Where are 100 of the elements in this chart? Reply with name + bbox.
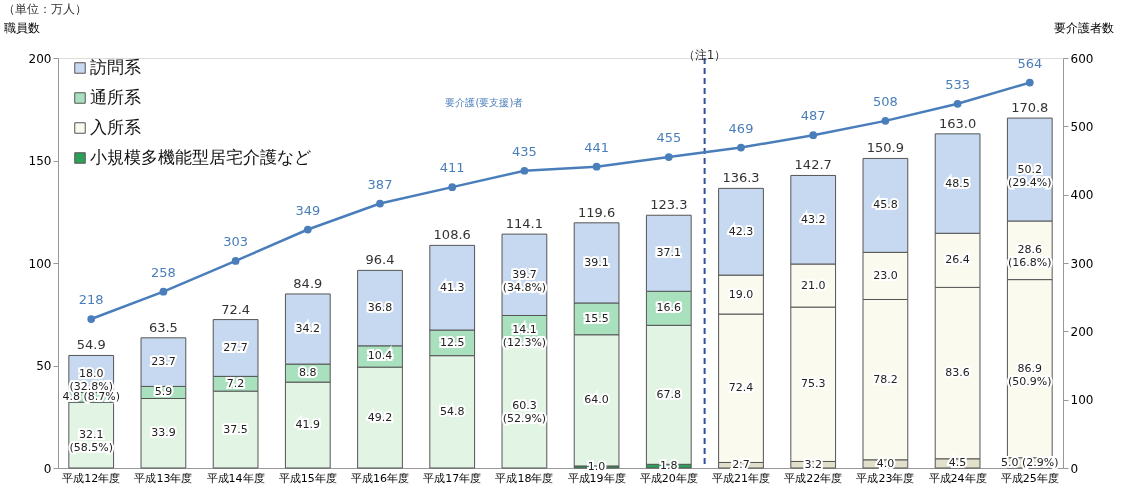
data-label: 387 <box>367 176 393 192</box>
data-label: 303 <box>223 233 249 249</box>
legend-label: 小規模多機能型居宅介護など <box>90 147 311 167</box>
total-label: 54.9 <box>76 337 106 353</box>
point <box>231 257 240 265</box>
data-label: 60.3 (52.9%) <box>502 399 547 426</box>
point <box>664 153 673 161</box>
data-label: 67.8 <box>656 387 682 401</box>
data-label: 435 <box>511 143 537 159</box>
data-label: 32.1 (58.5%) <box>69 428 113 455</box>
point <box>737 143 745 152</box>
x-tick-label: 平成12年度 <box>62 471 121 485</box>
data-label: 33.9 <box>151 426 176 440</box>
x-tick-label: 平成20年度 <box>639 471 698 485</box>
data-label: 48.5 <box>945 176 970 190</box>
y-tick-label: 150 <box>28 154 52 168</box>
x-tick-label: 平成25年度 <box>1000 471 1059 485</box>
y-tick-label: 100 <box>28 256 52 271</box>
x-tick-label: 平成23年度 <box>856 471 915 485</box>
y2-tick-label: 300 <box>1070 256 1094 271</box>
point <box>87 315 96 323</box>
data-label: 72.4 <box>728 381 754 395</box>
x-tick-label: 平成19年度 <box>567 471 626 485</box>
data-label: 39.7 (34.8%) <box>502 267 547 294</box>
data-label: 16.6 <box>656 301 682 315</box>
data-label: 83.6 <box>945 366 970 380</box>
data-label: 469 <box>728 120 754 136</box>
point <box>376 199 384 208</box>
total-label: 114.1 <box>505 216 544 232</box>
total-label: 163.0 <box>938 115 977 131</box>
data-label: 23.0 <box>873 268 898 282</box>
data-label: 411 <box>439 160 465 176</box>
total-label: 142.7 <box>794 157 832 173</box>
point <box>953 99 962 108</box>
data-label: 10.4 <box>367 349 393 363</box>
text: （単位：万人） <box>3 2 87 16</box>
total-label: 136.3 <box>722 170 760 186</box>
data-label: 564 <box>1017 55 1043 71</box>
x-tick-label: 平成16年度 <box>351 471 409 485</box>
data-label: 28.6 (16.8%) <box>1008 243 1052 270</box>
total-label: 108.6 <box>433 227 471 243</box>
legend-label: 通所系 <box>90 87 141 107</box>
total-label: 123.3 <box>650 197 688 213</box>
data-label: 64.0 <box>584 393 609 407</box>
data-label: 23.7 <box>151 355 176 369</box>
y-tick-label: 0 <box>43 461 52 476</box>
data-label: 36.8 <box>367 301 393 315</box>
data-label: 75.3 <box>800 377 826 391</box>
data-label: 218 <box>78 292 104 308</box>
y-axis-title: 職員数 <box>3 20 40 35</box>
data-label: 455 <box>656 130 682 146</box>
data-label: 508 <box>872 93 898 109</box>
point <box>809 131 818 140</box>
y2-tick-label: 500 <box>1070 119 1094 134</box>
ref-line-label: （注1） <box>682 48 727 62</box>
data-label: 41.9 <box>295 418 321 432</box>
total-label: 63.5 <box>148 319 178 335</box>
point <box>592 162 601 171</box>
x-tick-label: 平成15年度 <box>278 471 337 485</box>
x-tick-label: 平成17年度 <box>423 471 482 485</box>
data-label: 258 <box>151 264 176 280</box>
point <box>303 225 312 234</box>
x-tick-label: 平成13年度 <box>134 471 193 485</box>
data-label: 26.4 <box>945 253 970 267</box>
y-tick-label: 50 <box>36 359 52 373</box>
data-label: 7.2 <box>226 376 245 390</box>
y2-tick-label: 0 <box>1070 461 1079 476</box>
data-label: 1.0 <box>587 459 606 473</box>
data-label: 37.5 <box>223 422 248 436</box>
data-label: 34.2 <box>295 322 321 336</box>
point <box>448 183 457 192</box>
data-label: 533 <box>945 76 970 92</box>
y2-tick-label: 200 <box>1070 324 1094 339</box>
y-tick-label: 200 <box>28 51 52 66</box>
total-label: 119.6 <box>577 204 616 220</box>
x-tick-label: 平成24年度 <box>928 471 987 485</box>
data-label: 4.0 <box>876 456 895 470</box>
data-label: 441 <box>584 139 610 155</box>
data-label: 54.8 <box>439 404 465 418</box>
data-label: 42.3 <box>728 224 754 238</box>
data-label: 37.1 <box>656 246 682 260</box>
y2-tick-label: 600 <box>1070 51 1094 66</box>
data-label: 5.9 <box>154 385 173 399</box>
point <box>520 166 529 175</box>
data-label: 45.8 <box>873 198 898 212</box>
point <box>159 287 168 296</box>
data-label: 21.0 <box>800 278 826 292</box>
x-tick-label: 平成21年度 <box>712 471 770 485</box>
data-label: 78.2 <box>873 372 898 386</box>
data-label: 4.5 <box>948 456 967 470</box>
data-label: 50.2 (29.4%) <box>1008 162 1052 189</box>
data-label: 3.2 <box>804 457 822 471</box>
data-label: 41.3 <box>439 280 465 294</box>
point <box>1025 78 1034 87</box>
y2-tick-label: 400 <box>1070 188 1094 203</box>
data-label: 43.2 <box>800 212 826 226</box>
total-label: 96.4 <box>365 252 395 268</box>
x-tick-label: 平成14年度 <box>206 471 265 485</box>
x-tick-label: 平成22年度 <box>784 471 843 485</box>
data-label: 12.5 <box>439 335 465 349</box>
